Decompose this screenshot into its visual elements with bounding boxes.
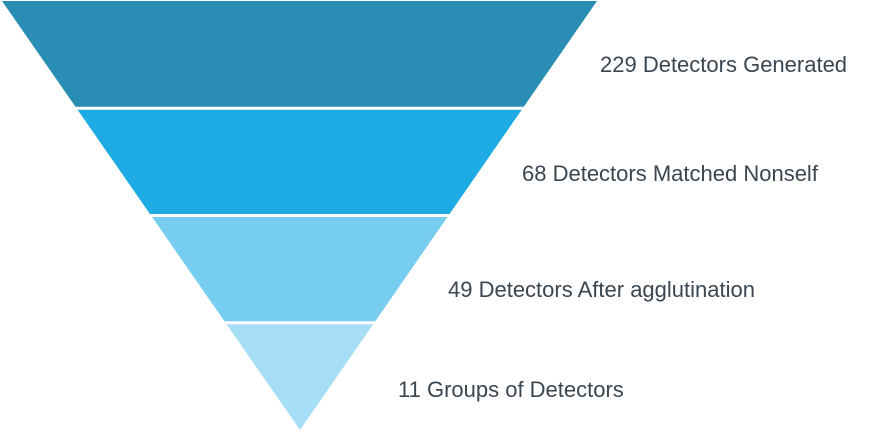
stage-label-3: 49 Detectors After agglutination — [448, 277, 755, 302]
funnel-stage-1 — [2, 1, 597, 109]
stage-label-4: 11 Groups of Detectors — [398, 377, 624, 402]
stage-label-1: 229 Detectors Generated — [600, 52, 847, 77]
funnel-separators — [74, 106, 525, 325]
funnel-stage-3 — [151, 215, 449, 323]
funnel-stage-4 — [225, 322, 375, 430]
funnel-stage-2 — [76, 108, 523, 216]
funnel-labels: 229 Detectors Generated 68 Detectors Mat… — [398, 52, 847, 402]
stage-label-2: 68 Detectors Matched Nonself — [522, 161, 819, 186]
funnel-segments — [2, 1, 597, 430]
